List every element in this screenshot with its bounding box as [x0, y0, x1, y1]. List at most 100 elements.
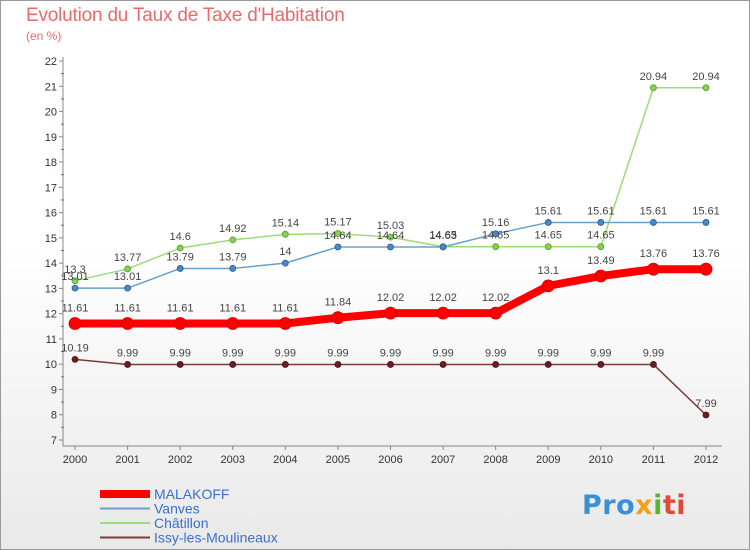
data-point	[597, 243, 605, 251]
data-label: 14.65	[534, 230, 562, 242]
data-label: 14.64	[324, 230, 352, 242]
data-label: 10.19	[61, 342, 89, 354]
y-tick-label: 14	[45, 258, 57, 270]
legend: MALAKOFFVanvesChâtillonIssy-les-Moulinea…	[100, 486, 278, 546]
data-point	[331, 311, 345, 325]
data-point	[492, 230, 500, 238]
data-point	[334, 230, 342, 237]
data-label: 13.01	[61, 271, 89, 283]
data-label: 14	[279, 246, 291, 258]
data-label: 9.99	[590, 347, 611, 359]
y-tick-label: 13	[45, 283, 57, 295]
y-tick-label: 7	[51, 435, 57, 447]
y-tick-label: 18	[45, 157, 57, 169]
data-label: 13.76	[692, 248, 720, 260]
data-point	[229, 265, 237, 272]
data-point	[176, 244, 184, 252]
data-label: 15.61	[640, 205, 668, 217]
data-point	[544, 361, 552, 368]
y-tick-label: 8	[51, 410, 57, 422]
data-point	[541, 279, 555, 293]
data-label: 14.65	[587, 230, 615, 242]
data-label: 11.61	[219, 303, 246, 315]
x-tick-label: 2006	[378, 454, 402, 466]
data-point	[124, 361, 131, 368]
data-point	[544, 243, 552, 251]
data-label: 9.99	[169, 347, 190, 359]
legend-label: Châtillon	[154, 515, 208, 531]
data-label: 9.99	[485, 347, 506, 359]
series-layer	[68, 84, 713, 419]
data-label: 11.61	[272, 303, 299, 315]
data-label: 13.79	[166, 251, 194, 263]
data-label: 13.49	[587, 255, 615, 267]
data-point	[387, 243, 394, 251]
x-tick-label: 2005	[326, 454, 350, 466]
data-label: 12.02	[377, 292, 405, 304]
data-label: 11.61	[62, 303, 89, 315]
data-point	[278, 317, 292, 330]
data-label: 11.84	[325, 297, 352, 309]
data-point	[124, 284, 131, 292]
data-label: 15.03	[377, 220, 405, 232]
x-tick-label: 2001	[115, 454, 139, 466]
y-tick-label: 12	[45, 309, 57, 321]
proxiti-logo: Proxiti	[582, 490, 687, 521]
x-tick-label: 2000	[63, 454, 87, 466]
data-label: 15.14	[272, 217, 300, 229]
y-tick-label: 20	[45, 107, 57, 119]
y-tick-label: 19	[45, 132, 57, 144]
data-label: 12.02	[429, 292, 457, 304]
data-point	[229, 236, 237, 244]
data-point	[492, 243, 500, 251]
data-label: 12.02	[482, 292, 510, 304]
x-tick-label: 2004	[273, 454, 297, 466]
data-point	[281, 361, 289, 368]
y-tick-label: 11	[46, 334, 57, 346]
data-point	[387, 233, 394, 241]
axes: 7 8 9 10 11 12 13 14 15 16 17 18 19 20 21 22 2000 2001 200…	[45, 56, 722, 466]
x-tick-label: 2009	[536, 454, 560, 466]
data-point	[334, 361, 342, 368]
data-label: 20.94	[640, 71, 668, 83]
data-label: 7.99	[695, 398, 716, 410]
data-label: 20.94	[692, 71, 720, 83]
data-label: 13.76	[640, 248, 668, 260]
data-point	[439, 361, 447, 368]
data-label: 14.6	[169, 231, 190, 243]
data-label: 15.61	[692, 205, 720, 217]
data-label: 14.65	[429, 230, 457, 242]
y-tick-label: 9	[51, 384, 57, 396]
data-label: 15.17	[324, 217, 352, 229]
data-label: 9.99	[380, 347, 401, 359]
data-label: 11.61	[167, 303, 194, 315]
data-point	[71, 284, 79, 292]
legend-label: MALAKOFF	[154, 486, 229, 502]
data-label: 13.79	[219, 251, 247, 263]
data-point	[334, 243, 342, 251]
x-tick-label: 2012	[694, 454, 718, 466]
chart-title: Evolution du Taux de Taxe d'Habitation	[26, 5, 345, 26]
data-label: 15.61	[534, 205, 562, 217]
x-tick-label: 2010	[589, 454, 613, 466]
data-point	[650, 84, 657, 92]
data-point	[544, 219, 552, 226]
data-point	[597, 361, 605, 368]
data-point	[281, 259, 289, 267]
data-point	[650, 219, 657, 226]
data-point	[71, 355, 79, 363]
chart-subtitle: (en %)	[26, 29, 62, 43]
data-point	[489, 306, 503, 320]
data-point	[176, 361, 184, 368]
data-label: 9.99	[222, 347, 243, 359]
data-point	[647, 262, 660, 276]
data-label: 9.99	[275, 347, 296, 359]
y-tick-label: 21	[45, 81, 57, 93]
data-point	[597, 219, 605, 226]
data-label: 9.99	[538, 347, 559, 359]
data-point	[699, 262, 713, 276]
x-tick-label: 2008	[483, 454, 507, 466]
data-label: 13.3	[64, 264, 85, 276]
data-point	[71, 277, 79, 285]
